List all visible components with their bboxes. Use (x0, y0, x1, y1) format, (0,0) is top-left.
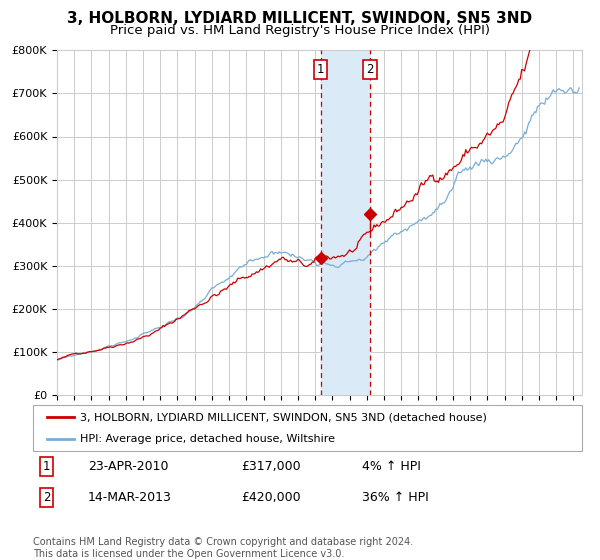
Text: HPI: Average price, detached house, Wiltshire: HPI: Average price, detached house, Wilt… (80, 435, 335, 444)
Text: 23-APR-2010: 23-APR-2010 (88, 460, 169, 473)
Text: £420,000: £420,000 (242, 491, 301, 504)
Text: 4% ↑ HPI: 4% ↑ HPI (362, 460, 421, 473)
Text: Price paid vs. HM Land Registry's House Price Index (HPI): Price paid vs. HM Land Registry's House … (110, 24, 490, 36)
Bar (320, 50, 370, 395)
Text: 3, HOLBORN, LYDIARD MILLICENT, SWINDON, SN5 3ND (detached house): 3, HOLBORN, LYDIARD MILLICENT, SWINDON, … (80, 412, 487, 422)
FancyBboxPatch shape (33, 405, 582, 451)
Text: 1: 1 (317, 63, 324, 76)
Text: £317,000: £317,000 (242, 460, 301, 473)
Text: 2: 2 (43, 491, 50, 504)
Text: Contains HM Land Registry data © Crown copyright and database right 2024.
This d: Contains HM Land Registry data © Crown c… (33, 537, 413, 559)
Text: 36% ↑ HPI: 36% ↑ HPI (362, 491, 429, 504)
Text: 14-MAR-2013: 14-MAR-2013 (88, 491, 172, 504)
Text: 1: 1 (43, 460, 50, 473)
Text: 2: 2 (367, 63, 374, 76)
Text: 3, HOLBORN, LYDIARD MILLICENT, SWINDON, SN5 3ND: 3, HOLBORN, LYDIARD MILLICENT, SWINDON, … (67, 11, 533, 26)
